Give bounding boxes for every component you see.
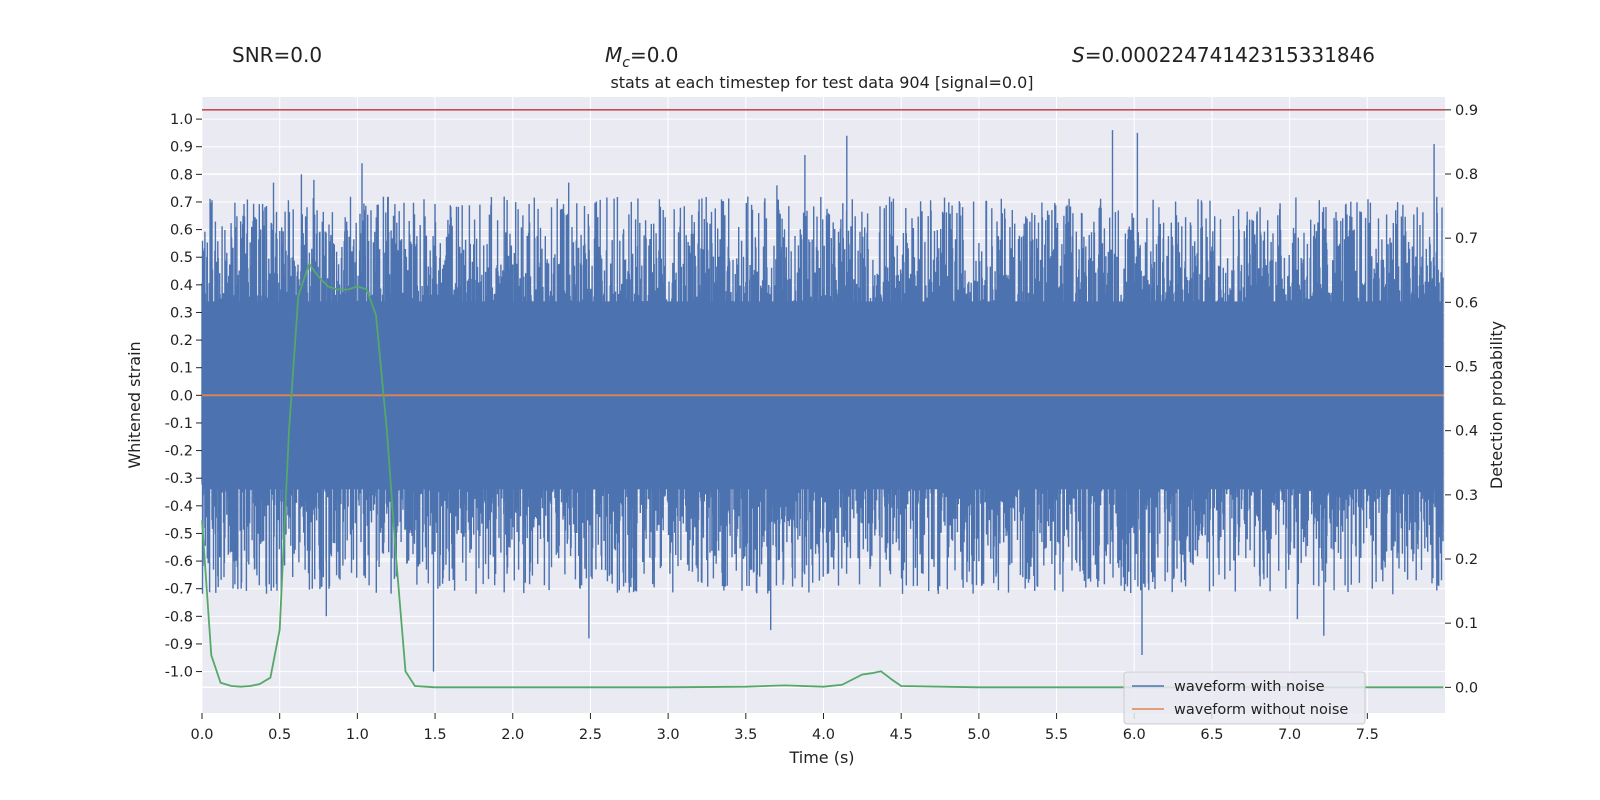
right-tick-label: 0.6 [1455, 295, 1478, 311]
detection-probability-series [201, 261, 1444, 689]
left-tick-label: -0.4 [165, 499, 193, 515]
left-tick-label: 0.1 [170, 361, 193, 377]
left-axis-label: Whitened strain [125, 341, 144, 468]
x-tick-label: 1.5 [424, 727, 447, 743]
x-tick-label: 4.5 [890, 727, 913, 743]
x-axis-label: Time (s) [788, 748, 854, 767]
x-axis-ticks: 0.0 0.5 1.0 1.5 2.0 2.5 3.0 3.5 4.0 4.5 5.0 5.5 6.0 6… [190, 713, 1379, 743]
left-tick-label: -0.9 [165, 637, 193, 653]
left-tick-label: -0.7 [165, 582, 193, 598]
right-tick-label: 0.2 [1455, 552, 1478, 568]
left-tick-label: 0.4 [170, 278, 193, 294]
right-tick-label: 0.9 [1455, 103, 1478, 119]
left-tick-label: 0.0 [170, 388, 193, 404]
x-tick-label: 2.5 [579, 727, 602, 743]
x-tick-label: 4.0 [812, 727, 835, 743]
s-symbol: S [1072, 43, 1085, 67]
left-tick-label: -0.8 [165, 609, 193, 625]
left-tick-label: 0.7 [170, 195, 193, 211]
right-axis-ticks: 0.9 0.8 0.7 0.6 0.5 0.4 0.3 0.2 0.1 0.0 [1445, 103, 1478, 696]
left-tick-label: 0.9 [170, 140, 193, 156]
left-tick-label: 0.5 [170, 250, 193, 266]
left-tick-label: 1.0 [170, 112, 193, 128]
s-header: S=0.00022474142315331846 [1072, 43, 1375, 67]
left-tick-label: -0.5 [165, 526, 193, 542]
left-tick-label: 0.6 [170, 223, 193, 239]
snr-header: SNR=0.0 [232, 43, 322, 67]
mc-header: Mc=0.0 [605, 43, 679, 71]
left-tick-label: -0.6 [165, 554, 193, 570]
x-tick-label: 7.0 [1278, 727, 1301, 743]
mc-value: =0.0 [630, 43, 679, 67]
right-tick-label: 0.4 [1455, 424, 1478, 440]
x-tick-label: 3.0 [657, 727, 680, 743]
right-tick-label: 0.0 [1455, 680, 1478, 696]
right-tick-label: 0.7 [1455, 231, 1478, 247]
x-tick-label: 1.0 [346, 727, 369, 743]
right-tick-label: 0.5 [1455, 360, 1478, 376]
x-tick-label: 3.5 [734, 727, 757, 743]
mc-symbol: M [605, 43, 622, 67]
right-tick-label: 0.1 [1455, 616, 1478, 632]
s-value: =0.00022474142315331846 [1085, 43, 1375, 67]
x-tick-label: 6.5 [1200, 727, 1223, 743]
chart-title: stats at each timestep for test data 904… [610, 73, 1033, 92]
left-tick-label: -0.2 [165, 444, 193, 460]
x-tick-label: 7.5 [1356, 727, 1379, 743]
x-tick-label: 6.0 [1123, 727, 1146, 743]
right-tick-label: 0.8 [1455, 167, 1478, 183]
legend-label-noise: waveform with noise [1174, 679, 1325, 695]
left-tick-label: -0.3 [165, 471, 193, 487]
legend-label-clean: waveform without noise [1174, 702, 1348, 718]
left-tick-label: 0.2 [170, 333, 193, 349]
left-axis-ticks: 1.0 0.9 0.8 0.7 0.6 0.5 0.4 0.3 0.2 0.1 0.0 -0.1 -0.… [165, 112, 202, 681]
x-tick-label: 0.0 [190, 727, 213, 743]
left-tick-label: 0.3 [170, 305, 193, 321]
right-tick-label: 0.3 [1455, 488, 1478, 504]
right-axis-label: Detection probability [1487, 321, 1506, 489]
left-tick-label: -0.1 [165, 416, 193, 432]
x-tick-label: 0.5 [268, 727, 291, 743]
legend-box [1123, 671, 1366, 725]
left-tick-label: 0.8 [170, 167, 193, 183]
x-tick-label: 5.5 [1045, 727, 1068, 743]
x-tick-label: 5.0 [967, 727, 990, 743]
mc-subscript: c [622, 55, 630, 71]
legend: waveform with noise waveform without noi… [1123, 671, 1366, 725]
left-tick-label: -1.0 [165, 665, 193, 681]
x-tick-label: 2.0 [501, 727, 524, 743]
